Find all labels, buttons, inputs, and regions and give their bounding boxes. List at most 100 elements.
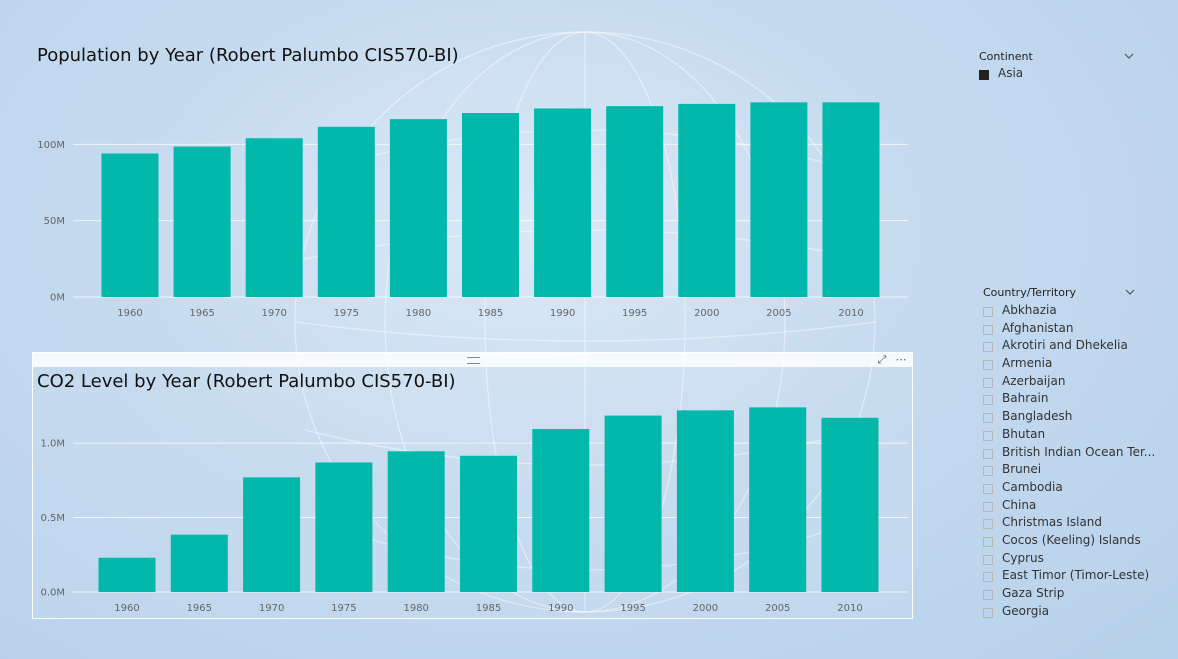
country-item[interactable]: Bahrain <box>983 391 1136 409</box>
co2-chart-visual[interactable]: ⤢ ⋯ CO2 Level by Year (Robert Palumbo CI… <box>32 352 913 619</box>
country-item[interactable]: Armenia <box>983 356 1136 374</box>
x-tick-label: 1980 <box>406 308 431 319</box>
bar[interactable] <box>606 106 664 297</box>
continent-slicer-header[interactable]: Continent <box>979 50 1135 66</box>
country-item-label: Georgia <box>1002 603 1050 618</box>
country-item-label: Bangladesh <box>1002 409 1073 424</box>
checkbox[interactable] <box>983 607 993 618</box>
x-tick-label: 1965 <box>189 308 214 319</box>
country-item[interactable]: Cambodia <box>983 480 1136 498</box>
bar[interactable] <box>101 153 159 297</box>
country-item[interactable]: Afghanistan <box>983 321 1136 339</box>
country-list[interactable]: Abkhazia Afghanistan Akrotiri and Dhekelia… <box>983 303 1155 622</box>
x-tick-label: 1985 <box>478 308 503 319</box>
x-tick-label: 2000 <box>693 603 718 614</box>
chevron-down-icon[interactable] <box>1124 286 1136 298</box>
x-tick-label: 1965 <box>187 603 212 614</box>
country-item-label: Afghanistan <box>1002 320 1074 335</box>
bar[interactable] <box>389 119 447 297</box>
checkbox-checked[interactable] <box>979 70 989 80</box>
bar[interactable] <box>245 138 303 297</box>
bar[interactable] <box>243 477 301 592</box>
country-slicer-header[interactable]: Country/Territory <box>983 286 1136 302</box>
bar[interactable] <box>534 108 592 297</box>
country-item[interactable]: China <box>983 498 1136 516</box>
checkbox[interactable] <box>983 466 993 477</box>
focus-mode-icon[interactable]: ⤢ <box>877 353 887 366</box>
bar[interactable] <box>98 557 156 592</box>
bar[interactable] <box>749 407 807 592</box>
x-tick-label: 2010 <box>837 603 862 614</box>
bar[interactable] <box>821 417 879 592</box>
checkbox[interactable] <box>983 342 993 353</box>
x-tick-label: 2010 <box>838 308 863 319</box>
bar[interactable] <box>676 410 734 592</box>
co2-chart-title: CO2 Level by Year (Robert Palumbo CIS570… <box>37 371 456 392</box>
country-item[interactable]: Cyprus <box>983 551 1136 569</box>
y-tick-label: 0.0M <box>40 588 65 599</box>
x-tick-label: 2005 <box>765 603 790 614</box>
bar[interactable] <box>462 113 519 297</box>
checkbox[interactable] <box>983 395 993 406</box>
checkbox[interactable] <box>983 307 993 317</box>
country-item[interactable]: Bhutan <box>983 427 1136 445</box>
checkbox[interactable] <box>983 536 993 547</box>
bar[interactable] <box>750 102 808 297</box>
x-tick-label: 1980 <box>403 603 428 614</box>
bar[interactable] <box>532 428 590 592</box>
country-item[interactable]: Christmas Island <box>983 515 1136 533</box>
country-item[interactable]: Akrotiri and Dhekelia <box>983 338 1136 356</box>
checkbox[interactable] <box>983 590 993 600</box>
country-item[interactable]: British Indian Ocean Ter... <box>983 445 1155 463</box>
checkbox[interactable] <box>983 430 993 441</box>
country-slicer-title: Country/Territory <box>983 286 1077 299</box>
bar[interactable] <box>315 462 373 592</box>
bar[interactable] <box>822 102 880 297</box>
continent-slicer-title: Continent <box>979 50 1033 63</box>
x-tick-label: 1970 <box>259 603 284 614</box>
x-tick-label: 1975 <box>334 308 359 319</box>
checkbox[interactable] <box>983 360 993 371</box>
checkbox[interactable] <box>983 483 993 494</box>
country-item-label: Gaza Strip <box>1002 586 1065 600</box>
checkbox[interactable] <box>983 519 993 530</box>
y-tick-label: 100M <box>37 140 65 151</box>
country-item-label: Brunei <box>1002 462 1042 477</box>
more-options-icon[interactable]: ⋯ <box>895 353 907 366</box>
checkbox[interactable] <box>983 324 993 335</box>
checkbox[interactable] <box>983 413 993 424</box>
bar[interactable] <box>678 103 736 297</box>
bar[interactable] <box>317 126 375 297</box>
bar[interactable] <box>387 451 445 592</box>
country-item[interactable]: East Timor (Timor-Leste) <box>983 568 1149 586</box>
x-tick-label: 1970 <box>261 308 286 319</box>
bar[interactable] <box>173 146 231 297</box>
checkbox[interactable] <box>983 572 993 583</box>
country-item[interactable]: Azerbaijan <box>983 374 1136 392</box>
chevron-down-icon[interactable] <box>1123 50 1135 62</box>
country-slicer[interactable]: Country/Territory Abkhazia Afghanistan Akr… <box>983 286 1155 622</box>
bar[interactable] <box>460 455 517 592</box>
checkbox[interactable] <box>983 377 993 388</box>
population-chart-title: Population by Year (Robert Palumbo CIS57… <box>37 45 459 66</box>
continent-item-asia[interactable]: Asia <box>979 66 1135 84</box>
checkbox[interactable] <box>983 554 993 565</box>
y-tick-label: 0.5M <box>40 513 65 524</box>
checkbox[interactable] <box>983 448 993 459</box>
co2-chart: 0.0M 0.5M 1.0M 1960 1965 1970 1975 1980 1985 1990… <box>40 407 908 614</box>
country-item[interactable]: Abkhazia <box>983 303 1136 321</box>
country-item[interactable]: Cocos (Keeling) Islands <box>983 533 1141 551</box>
country-item-label: East Timor (Timor-Leste) <box>1002 568 1150 583</box>
country-item-label: China <box>1002 497 1037 512</box>
drag-handle[interactable] <box>467 357 480 364</box>
country-item[interactable]: Bangladesh <box>983 409 1136 427</box>
country-item-label: British Indian Ocean Ter... <box>1002 444 1156 459</box>
population-chart-visual[interactable]: Population by Year (Robert Palumbo CIS57… <box>33 45 913 325</box>
country-item[interactable]: Brunei <box>983 462 1136 480</box>
continent-slicer[interactable]: Continent Asia <box>979 50 1135 84</box>
bar[interactable] <box>604 415 662 592</box>
checkbox[interactable] <box>983 501 993 512</box>
country-item[interactable]: Gaza Strip <box>983 586 1136 604</box>
bar[interactable] <box>170 534 228 592</box>
country-item[interactable]: Georgia <box>983 604 1136 622</box>
